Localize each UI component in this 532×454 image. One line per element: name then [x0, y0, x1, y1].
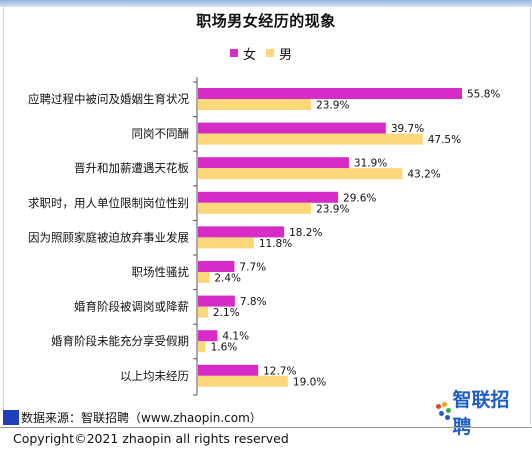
legend-label-female: 女 [243, 47, 257, 63]
bar-male [198, 237, 254, 249]
value-label-male: 11.8% [259, 238, 292, 250]
source-marker [3, 410, 19, 425]
bar-female [198, 191, 339, 203]
category-label: 同岗不同酬 [132, 127, 190, 141]
category-label: 应聘过程中被问及婚姻生育状况 [28, 92, 189, 106]
value-label-female: 29.6% [343, 192, 376, 204]
bar-male [198, 306, 208, 318]
value-label-female: 4.1% [222, 331, 249, 343]
legend: 女 男 [230, 44, 302, 63]
bar-female [198, 88, 462, 99]
value-label-female: 12.7% [263, 365, 296, 377]
bar-male [198, 133, 423, 145]
top-band [0, 0, 532, 7]
bar-male [198, 99, 312, 110]
value-label-female: 7.7% [239, 262, 266, 274]
category-label: 求职时，用人单位限制岗位性别 [28, 196, 189, 210]
bar-male [198, 168, 403, 180]
legend-label-male: 男 [279, 47, 293, 63]
value-label-female: 55.8% [467, 89, 500, 101]
legend-swatch-female [230, 49, 238, 57]
category-label: 以上均未经历 [120, 369, 189, 383]
legend-item-female: 女 [230, 44, 256, 63]
value-label-male: 23.9% [316, 100, 349, 112]
value-label-male: 2.1% [213, 307, 240, 319]
legend-item-male: 男 [266, 44, 292, 63]
value-label-male: 19.0% [293, 376, 326, 388]
value-label-female: 39.7% [391, 123, 424, 135]
logo-text: 智联招聘 [452, 389, 510, 438]
value-label-male: 2.4% [214, 273, 241, 285]
footer-divider [0, 427, 532, 428]
category-label: 婚育阶段被调岗或降薪 [74, 300, 189, 314]
bar-male [198, 202, 312, 214]
bar-male [198, 375, 288, 387]
chart-panel [3, 7, 531, 425]
bar-female [198, 226, 285, 238]
value-label-female: 18.2% [289, 227, 322, 239]
category-label: 职场性骚扰 [132, 265, 190, 279]
category-label: 晋升和加薪遭遇天花板 [74, 161, 189, 175]
bar-male [198, 272, 210, 283]
value-label-female: 31.9% [354, 158, 387, 170]
bar-female [198, 261, 235, 272]
legend-swatch-male [266, 49, 275, 57]
copyright: Copyright©2021 zhaopin all rights reserv… [13, 431, 289, 446]
bar-female [198, 330, 218, 342]
bar-female [198, 122, 386, 134]
bar-chart: 应聘过程中被问及婚姻生育状况 55.8% 23.9% 同岗不同酬 39.7% 47.5% 晋… [28, 77, 500, 396]
chart-title: 职场男女经历的现象 [196, 12, 336, 30]
value-label-female: 7.8% [240, 296, 267, 308]
value-label-male: 1.6% [211, 342, 238, 354]
bar-male [198, 341, 206, 353]
data-source: 数据来源：智联招聘（www.zhaopin.com） [21, 411, 262, 425]
bar-female [198, 295, 235, 307]
category-label: 婚育阶段未能充分享受假期 [51, 334, 189, 348]
zhaopin-logo: 智联招聘 [436, 389, 526, 438]
bar-female [198, 157, 349, 169]
value-label-male: 47.5% [428, 134, 461, 146]
logo-mark-icon [436, 402, 451, 422]
category-label: 因为照顾家庭被迫放弃事业发展 [28, 230, 189, 244]
bar-female [198, 364, 259, 376]
value-label-male: 43.2% [407, 169, 440, 181]
value-label-male: 23.9% [316, 203, 349, 215]
